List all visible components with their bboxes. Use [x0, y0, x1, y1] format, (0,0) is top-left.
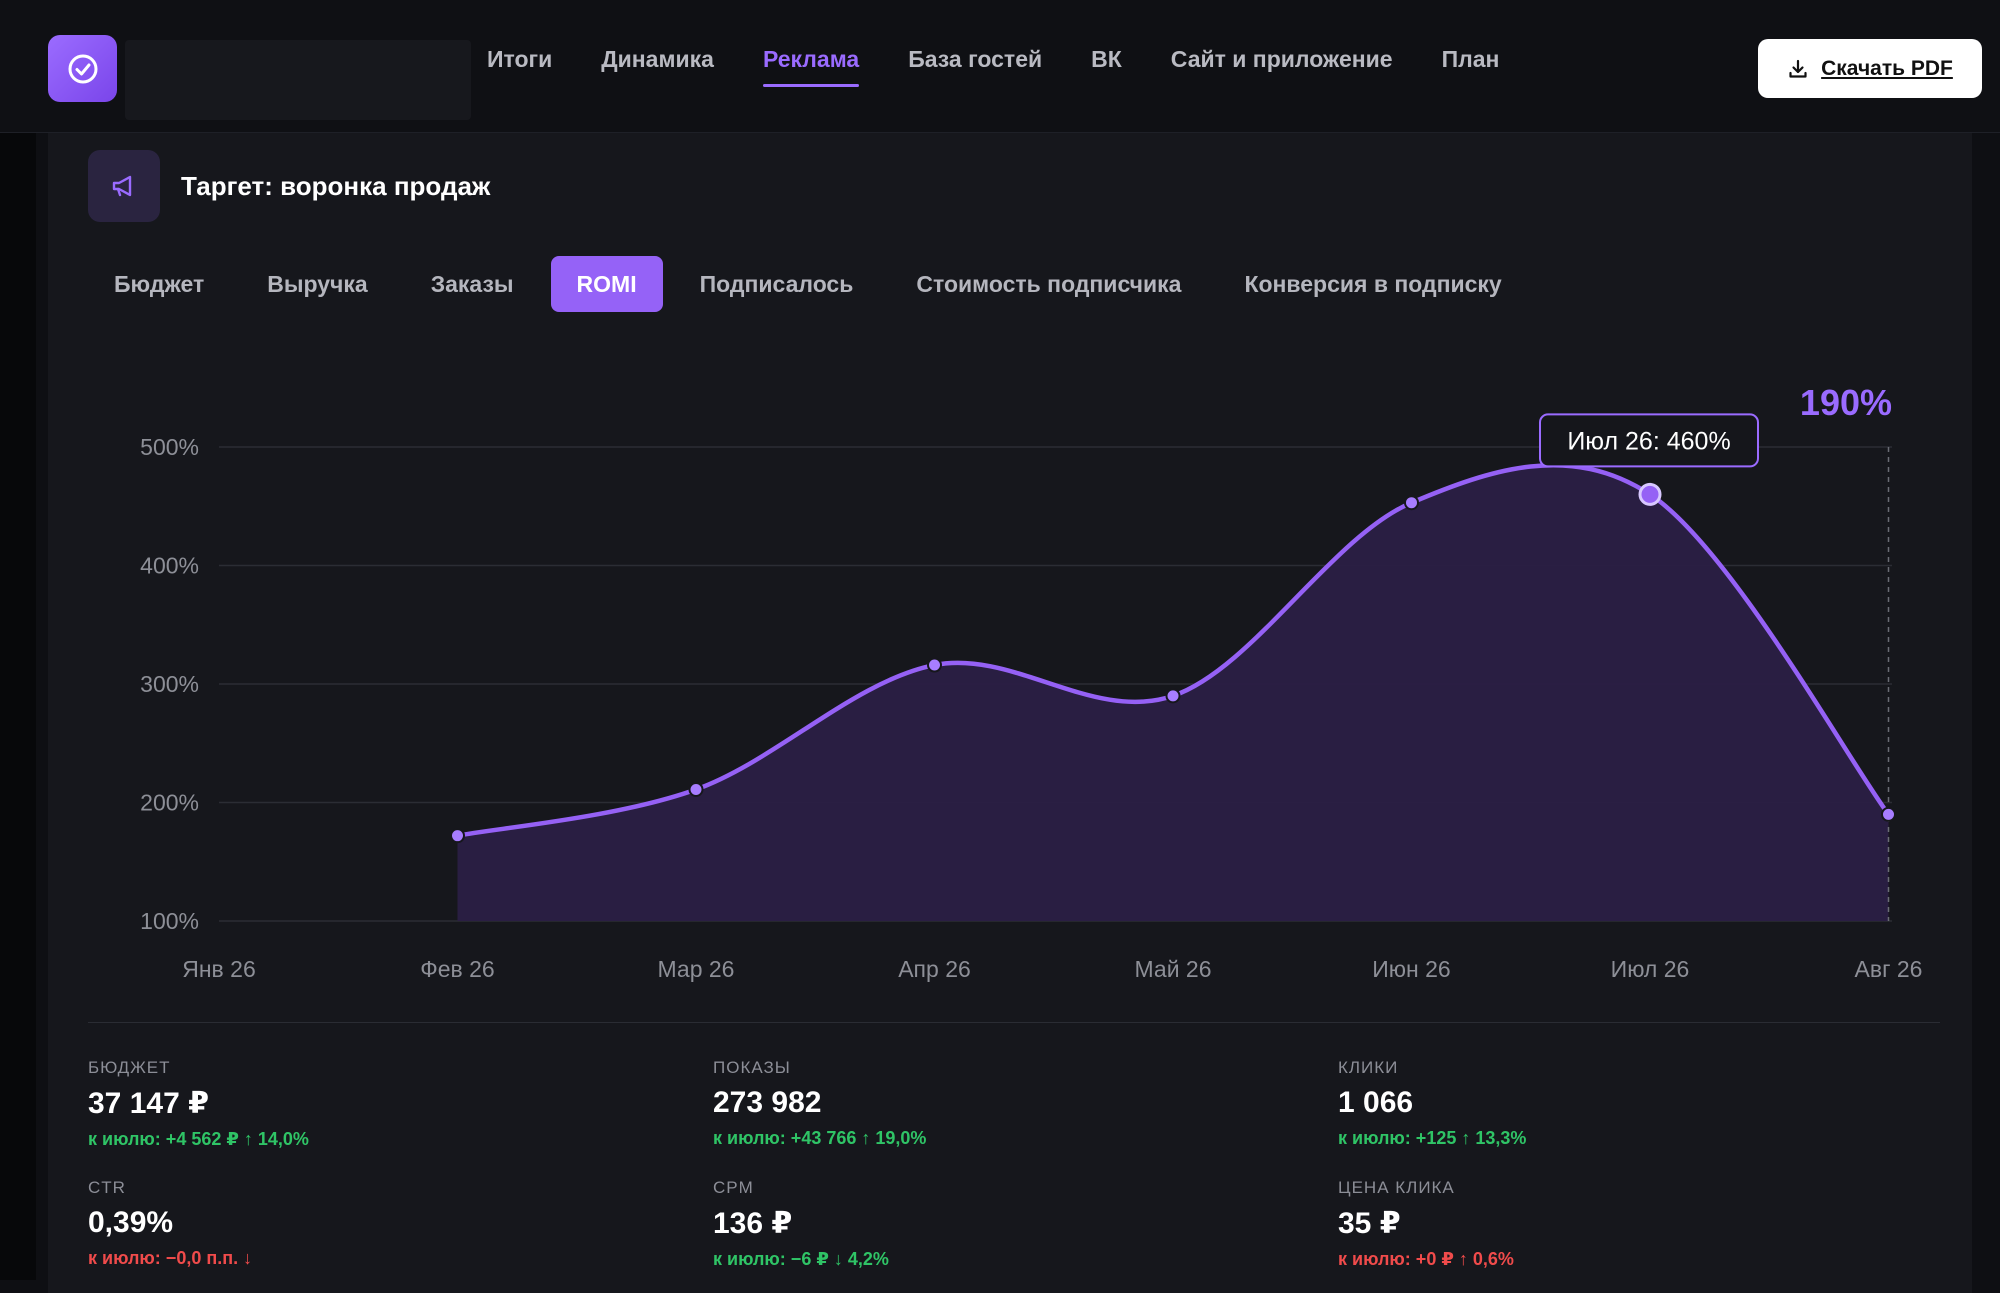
nav-item-vk[interactable]: ВК	[1091, 46, 1122, 72]
x-tick-label: Янв 26	[182, 956, 256, 982]
nav-item-baza-gostey[interactable]: База гостей	[908, 46, 1043, 72]
metric-label: Клики	[1338, 1058, 1399, 1077]
metric-label: CPM	[713, 1178, 754, 1197]
download-icon	[1789, 59, 1807, 78]
brand-name-area	[125, 40, 471, 120]
metric-tabs: Бюджет Выручка Заказы ROMI Подписалось С…	[88, 256, 1539, 312]
nav-item-reklama[interactable]: Реклама	[762, 46, 860, 90]
x-tick-label: Май 26	[1134, 956, 1211, 982]
romi-chart[interactable]: 100% 200% 300% 400% 500% Янв 26 Фев 26 Мар 26 Ап…	[48, 133, 1972, 1013]
tab-subscriber-cost[interactable]: Стоимость подписчика	[916, 270, 1182, 297]
x-tick-label: Июл 26	[1611, 956, 1690, 982]
data-point	[927, 657, 942, 673]
metric-delta: к июлю: +43 766 ↑ 19,0%	[713, 1128, 927, 1148]
tab-subscription-conversion[interactable]: Конверсия в подписку	[1244, 270, 1502, 297]
page-edge	[0, 0, 36, 1280]
current-value-label: 190%	[1800, 382, 1892, 423]
highlighted-point	[1638, 482, 1662, 506]
data-point	[1404, 495, 1419, 511]
metric-value: 37 147 ₽	[88, 1087, 209, 1120]
metric-value: 273 982	[713, 1086, 822, 1119]
metric-label: Цена клика	[1338, 1178, 1455, 1197]
series-line	[455, 462, 1891, 838]
tab-romi[interactable]: ROMI	[550, 256, 663, 312]
metric-label: CTR	[88, 1178, 126, 1197]
metric-value: 0,39%	[88, 1206, 174, 1239]
tab-revenue[interactable]: Выручка	[267, 270, 368, 297]
section-title: Таргет: воронка продаж	[181, 171, 491, 201]
megaphone-icon	[112, 175, 132, 197]
nav-item-itogi[interactable]: Итоги	[487, 46, 553, 72]
download-pdf-button[interactable]: Скачать PDF	[1758, 39, 1982, 98]
area-fill	[457, 465, 1889, 921]
metric-label: Бюджет	[88, 1058, 171, 1077]
data-point	[450, 828, 465, 844]
tab-budget[interactable]: Бюджет	[114, 270, 205, 297]
ads-funnel-card: Таргет: воронка продаж Бюджет Выручка За…	[48, 133, 1972, 1293]
x-tick-label: Мар 26	[658, 956, 735, 982]
metric-delta: к июлю: −0,0 п.п. ↓	[88, 1248, 253, 1268]
y-tick-label: 400%	[140, 553, 199, 579]
metric-delta: к июлю: +0 ₽ ↑ 0,6%	[1338, 1249, 1514, 1269]
app-logo[interactable]	[48, 35, 117, 102]
x-tick-label: Фев 26	[420, 956, 494, 982]
tooltip-text: Июл 26: 460%	[1567, 427, 1730, 455]
data-point	[1165, 688, 1181, 704]
metric-delta: к июлю: +4 562 ₽ ↑ 14,0%	[88, 1129, 309, 1149]
y-tick-label: 500%	[140, 434, 199, 460]
y-tick-label: 100%	[140, 908, 199, 934]
metric-budget: Бюджет 37 147 ₽ к июлю: +4 562 ₽ ↑ 14,0%	[88, 1058, 688, 1150]
metric-cpc: Цена клика 35 ₽ к июлю: +0 ₽ ↑ 0,6%	[1338, 1178, 1938, 1270]
metric-impressions: Показы 273 982 к июлю: +43 766 ↑ 19,0%	[713, 1058, 1313, 1149]
nav-item-sait[interactable]: Сайт и приложение	[1170, 46, 1393, 72]
metric-label: Показы	[713, 1058, 791, 1077]
tab-orders[interactable]: Заказы	[430, 270, 514, 297]
metric-cpm: CPM 136 ₽ к июлю: −6 ₽ ↓ 4,2%	[713, 1178, 1313, 1270]
tab-subscribed[interactable]: Подписалось	[699, 270, 854, 297]
nav-item-dinamika[interactable]: Динамика	[601, 46, 714, 72]
divider	[88, 1022, 1940, 1023]
top-header: Итоги Динамика Реклама База гостей ВК Са…	[0, 0, 2000, 133]
top-nav: Итоги Динамика Реклама База гостей ВК Са…	[487, 46, 1548, 90]
download-pdf-label: Скачать PDF	[1821, 56, 1953, 80]
x-tick-label: Авг 26	[1855, 956, 1923, 982]
data-point	[688, 781, 704, 797]
metric-value: 35 ₽	[1338, 1207, 1401, 1240]
check-circle-icon	[68, 54, 97, 83]
section-icon-box	[88, 150, 160, 222]
metric-value: 136 ₽	[713, 1207, 793, 1240]
y-tick-label: 200%	[140, 790, 199, 816]
nav-item-plan[interactable]: План	[1441, 46, 1500, 72]
metric-delta: к июлю: −6 ₽ ↓ 4,2%	[713, 1249, 889, 1269]
x-tick-label: Июн 26	[1372, 956, 1450, 982]
metric-delta: к июлю: +125 ↑ 13,3%	[1338, 1128, 1527, 1148]
y-tick-label: 300%	[140, 671, 199, 697]
tooltip-box	[1539, 413, 1759, 468]
metric-value: 1 066	[1338, 1086, 1414, 1119]
metric-clicks: Клики 1 066 к июлю: +125 ↑ 13,3%	[1338, 1058, 1938, 1149]
data-point	[1881, 806, 1896, 822]
metric-ctr: CTR 0,39% к июлю: −0,0 п.п. ↓	[88, 1178, 688, 1269]
x-tick-label: Апр 26	[898, 956, 971, 982]
